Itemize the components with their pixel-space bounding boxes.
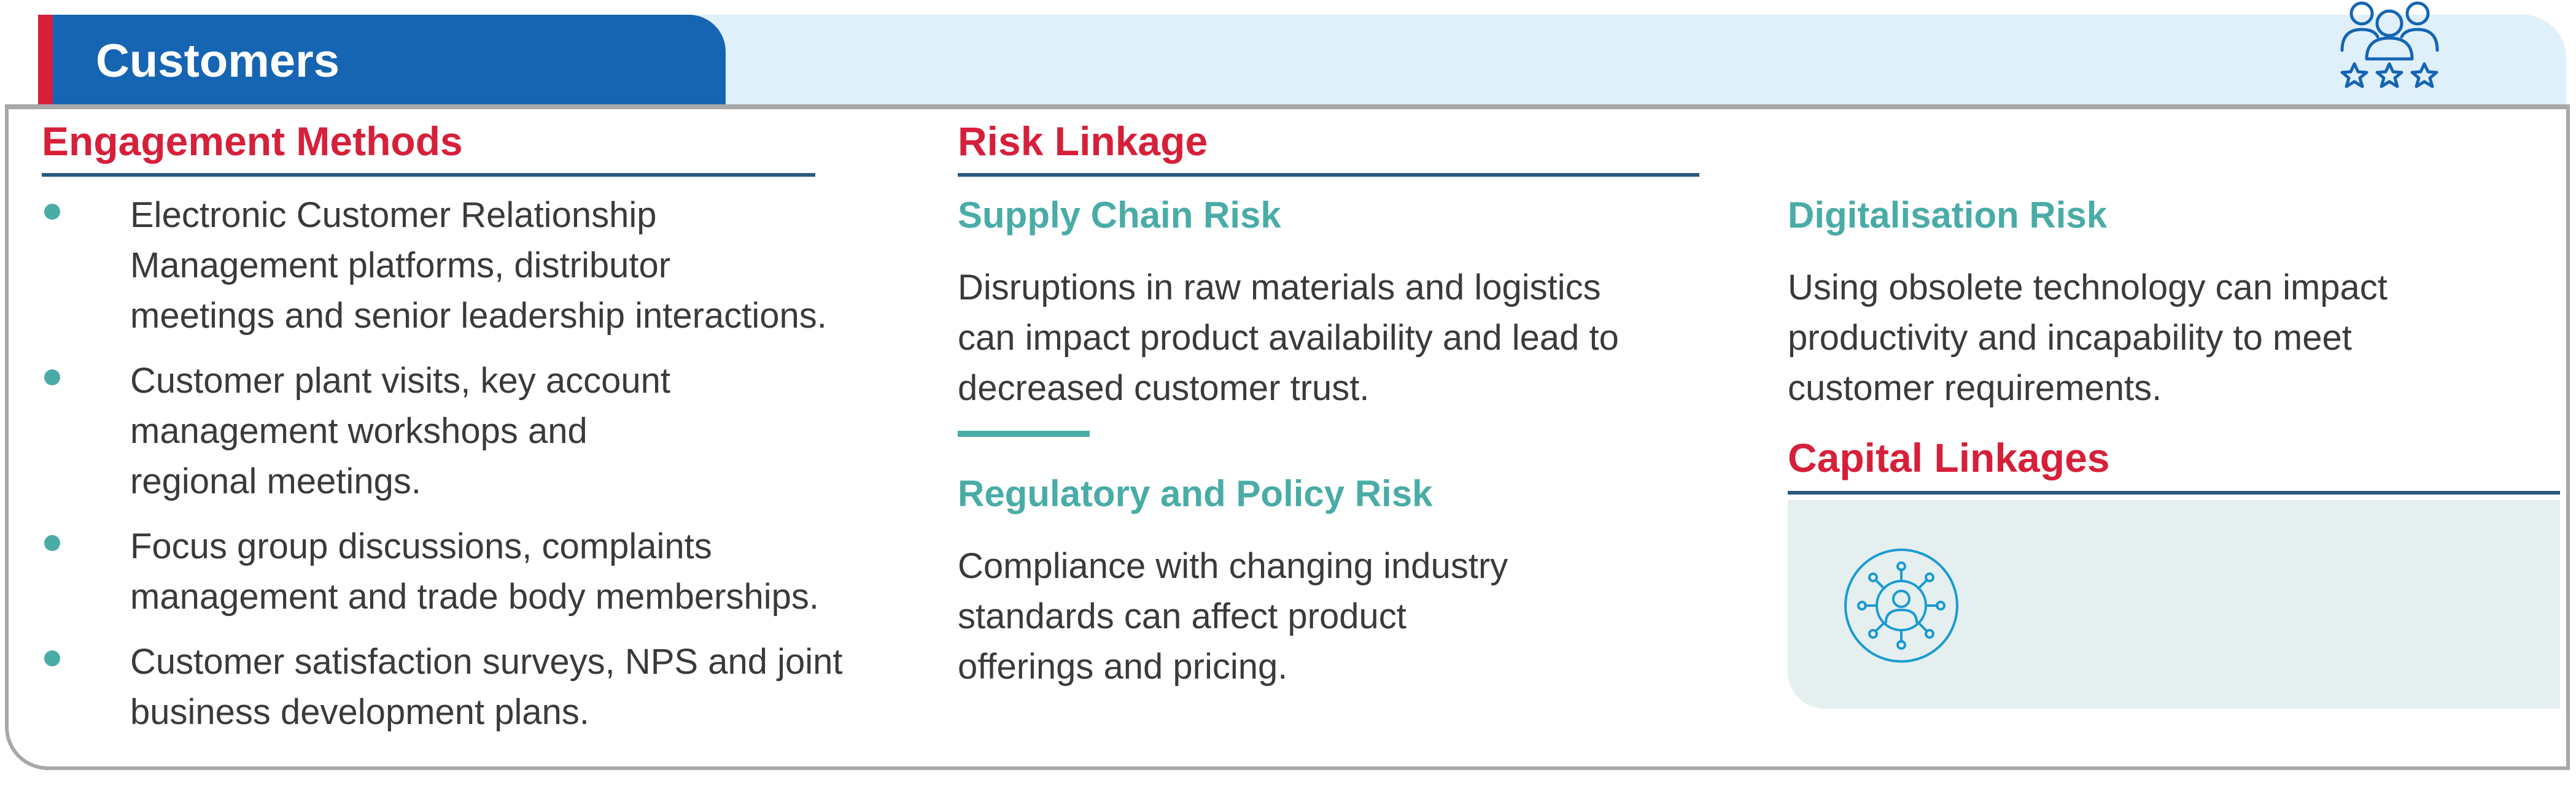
engagement-list: Electronic Customer Relationship Managem… — [37, 190, 896, 738]
list-item-line: Customer satisfaction surveys, NPS and j… — [130, 642, 843, 682]
header-accent-bar — [38, 15, 53, 107]
text-line: customer requirements. — [1788, 368, 2162, 408]
risk-rule — [958, 173, 1699, 177]
list-item-line: management and trade body memberships. — [130, 577, 819, 617]
list-item-line: management workshops and — [130, 411, 588, 451]
social-relationship-capital-icon — [1844, 549, 1958, 663]
list-item: Customer satisfaction surveys, NPS and j… — [37, 637, 896, 738]
list-item: Electronic Customer Relationship Managem… — [37, 190, 896, 341]
list-item-line: Focus group discussions, complaints — [130, 526, 712, 566]
text-line: offerings and pricing. — [958, 647, 1288, 687]
header-tab: Customers — [43, 15, 726, 107]
capital-linkages-title: Capital Linkages — [1788, 435, 2110, 480]
list-item-line: business development plans. — [130, 692, 590, 732]
text-line: standards can affect product — [958, 596, 1406, 636]
list-item-line: regional meetings. — [130, 461, 421, 501]
digitalisation-risk-text: Using obsolete technology can impact pro… — [1788, 263, 2549, 414]
customers-rating-icon — [2340, 1, 2439, 88]
list-item-line: meetings and senior leadership interacti… — [130, 296, 827, 336]
capital-linkages-panel — [1788, 500, 2560, 709]
bullet-dot — [44, 369, 60, 385]
supply-chain-risk-text: Disruptions in raw materials and logisti… — [958, 263, 1756, 414]
regulatory-policy-risk-title: Regulatory and Policy Risk — [958, 473, 1433, 514]
engagement-methods-title: Engagement Methods — [42, 118, 463, 164]
engagement-rule — [42, 173, 815, 177]
list-item-line: Management platforms, distributor — [130, 245, 671, 285]
risk-linkage-title: Risk Linkage — [958, 118, 1208, 164]
list-item-line: Electronic Customer Relationship — [130, 195, 657, 235]
text-line: Disruptions in raw materials and logisti… — [958, 268, 1601, 307]
supply-chain-risk-title: Supply Chain Risk — [958, 195, 1281, 236]
text-line: Using obsolete technology can impact — [1788, 268, 2388, 307]
bullet-dot — [44, 204, 60, 220]
capital-rule — [1788, 491, 2560, 495]
list-item-line: Customer plant visits, key account — [130, 361, 671, 401]
text-line: Compliance with changing industry — [958, 546, 1508, 586]
bullet-dot — [44, 650, 60, 666]
bullet-dot — [44, 535, 60, 551]
risk-divider — [958, 431, 1090, 437]
text-line: decreased customer trust. — [958, 368, 1370, 408]
text-line: productivity and incapability to meet — [1788, 318, 2352, 358]
digitalisation-risk-title: Digitalisation Risk — [1788, 195, 2108, 236]
text-line: can impact product availability and lead… — [958, 318, 1619, 358]
regulatory-policy-risk-text: Compliance with changing industry standa… — [958, 541, 1756, 692]
page-title: Customers — [96, 34, 339, 87]
list-item: Focus group discussions, complaints mana… — [37, 522, 896, 622]
list-item: Customer plant visits, key account manag… — [37, 356, 896, 507]
